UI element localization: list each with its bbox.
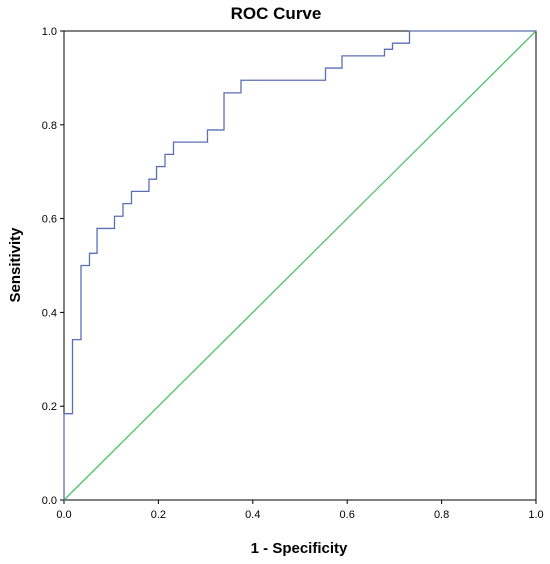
x-tick-label: 0.0 bbox=[56, 509, 71, 521]
series-layer bbox=[63, 30, 537, 501]
y-tick-label: 0.4 bbox=[42, 307, 57, 319]
x-tick-label: 0.8 bbox=[434, 509, 449, 521]
axis-ticks: 0.0 0.2 0.4 0.6 0.8 1.0 0.0 0.2 0.4 0.6 0.8 1.0 bbox=[42, 26, 544, 521]
y-tick-label: 0.6 bbox=[42, 214, 57, 226]
y-axis-label: Sensitivity bbox=[7, 227, 24, 303]
roc-curve-line bbox=[63, 30, 536, 500]
x-tick-label: 0.2 bbox=[151, 509, 166, 521]
y-tick-label: 0.8 bbox=[42, 120, 57, 132]
x-tick-label: 0.4 bbox=[245, 509, 260, 521]
y-tick-label: 0.2 bbox=[42, 401, 57, 413]
y-tick-label: 0.0 bbox=[42, 495, 57, 507]
reference-diagonal-line bbox=[63, 30, 537, 501]
x-axis-label: 1 - Specificity bbox=[251, 540, 348, 557]
x-tick-label: 0.6 bbox=[340, 509, 355, 521]
chart-title: ROC Curve bbox=[231, 4, 322, 23]
x-tick-label: 1.0 bbox=[528, 509, 543, 521]
y-tick-label: 1.0 bbox=[42, 26, 57, 38]
plot-frame bbox=[63, 30, 537, 501]
